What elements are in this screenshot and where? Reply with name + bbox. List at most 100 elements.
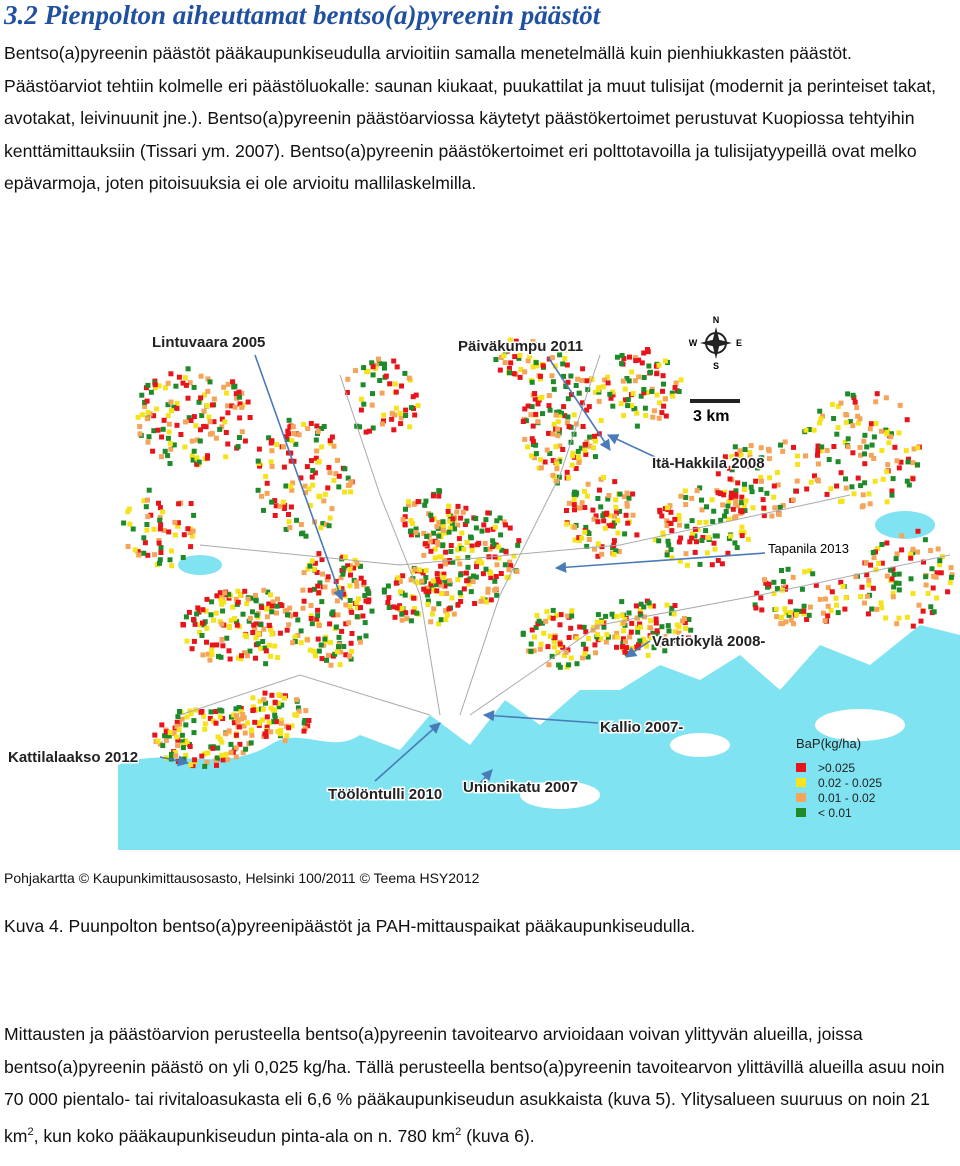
density-cell <box>840 584 846 589</box>
density-cell <box>778 621 784 627</box>
density-cell <box>186 415 192 421</box>
density-cell <box>209 430 215 436</box>
density-cell <box>157 517 163 523</box>
density-cell <box>357 424 363 430</box>
density-cell <box>425 598 431 604</box>
density-cell <box>202 619 208 625</box>
density-cell <box>894 621 900 627</box>
density-cell <box>318 525 324 531</box>
density-cell <box>214 762 219 768</box>
density-cell <box>314 448 320 454</box>
density-cell <box>207 379 213 385</box>
density-cell <box>676 516 682 522</box>
density-cell <box>328 640 333 646</box>
density-cell <box>319 557 325 562</box>
compass: N W E S <box>689 315 742 371</box>
density-cell <box>522 406 528 412</box>
density-cell <box>478 598 484 604</box>
density-cell <box>634 410 640 416</box>
density-cell <box>187 530 193 536</box>
density-cell <box>369 608 375 614</box>
heading: 3.2 Pienpolton aiheuttamat bentso(a)pyre… <box>4 0 601 30</box>
density-cell <box>145 382 151 388</box>
density-cell <box>732 444 738 450</box>
density-cell <box>558 612 564 618</box>
density-cell <box>661 403 667 409</box>
density-cell <box>272 700 278 706</box>
density-cell <box>593 513 599 519</box>
density-cell <box>668 521 674 526</box>
density-cell <box>402 514 408 520</box>
density-cell <box>426 589 432 595</box>
density-cell <box>174 422 180 428</box>
density-cell <box>410 521 415 526</box>
density-cell <box>405 502 411 508</box>
density-cell <box>763 580 769 586</box>
density-cell <box>626 610 632 616</box>
density-cell <box>442 579 448 585</box>
density-cell <box>162 733 168 739</box>
density-cell <box>582 488 587 494</box>
density-cell <box>585 654 591 660</box>
density-cell <box>177 709 182 714</box>
density-cell <box>175 714 181 720</box>
density-cell <box>198 395 204 401</box>
density-cell <box>699 538 705 543</box>
density-cell <box>215 755 221 761</box>
density-cell <box>529 436 535 442</box>
density-cell <box>348 572 353 578</box>
density-cell <box>908 576 914 582</box>
density-cell <box>385 600 391 605</box>
density-cell <box>204 625 210 631</box>
density-cell <box>298 628 304 634</box>
density-cell <box>166 733 172 739</box>
density-cell <box>824 491 830 497</box>
density-cell <box>306 486 312 492</box>
density-cell <box>929 566 935 572</box>
density-cell <box>242 730 248 736</box>
density-cell <box>580 641 586 647</box>
density-cell <box>348 479 354 485</box>
density-cell <box>600 384 606 390</box>
density-cell <box>370 364 376 370</box>
density-cell <box>195 605 201 611</box>
density-cell <box>810 571 816 577</box>
density-cell <box>298 640 304 646</box>
density-cell <box>157 515 163 521</box>
density-cell <box>316 648 322 654</box>
density-cell <box>640 636 646 642</box>
density-cell <box>780 448 786 454</box>
density-cell <box>923 582 929 588</box>
arrow <box>479 769 493 784</box>
density-cell <box>393 580 399 586</box>
density-cell <box>904 478 910 484</box>
density-cell <box>523 418 529 424</box>
density-cell <box>554 466 560 472</box>
density-cell <box>223 454 229 460</box>
density-cell <box>162 448 168 454</box>
density-cell <box>370 425 376 431</box>
density-cell <box>575 376 581 382</box>
density-cell <box>481 522 487 528</box>
density-cell <box>188 501 194 506</box>
density-cell <box>187 380 193 386</box>
density-cell <box>868 562 874 568</box>
density-cell <box>532 391 538 396</box>
density-cell <box>213 758 219 763</box>
density-cell <box>550 607 556 613</box>
density-cell <box>758 455 764 461</box>
density-cell <box>934 570 940 576</box>
density-cell <box>139 412 145 418</box>
density-cell <box>692 526 698 532</box>
density-cell <box>264 614 270 620</box>
density-cell <box>553 444 559 450</box>
density-cell <box>247 648 253 654</box>
density-cell <box>603 639 609 645</box>
density-cell <box>653 620 659 626</box>
density-cell <box>369 360 375 366</box>
density-cell <box>413 530 419 535</box>
density-cell <box>202 751 208 757</box>
density-cell <box>825 603 831 609</box>
density-cell <box>869 606 875 612</box>
density-cell <box>303 533 309 539</box>
